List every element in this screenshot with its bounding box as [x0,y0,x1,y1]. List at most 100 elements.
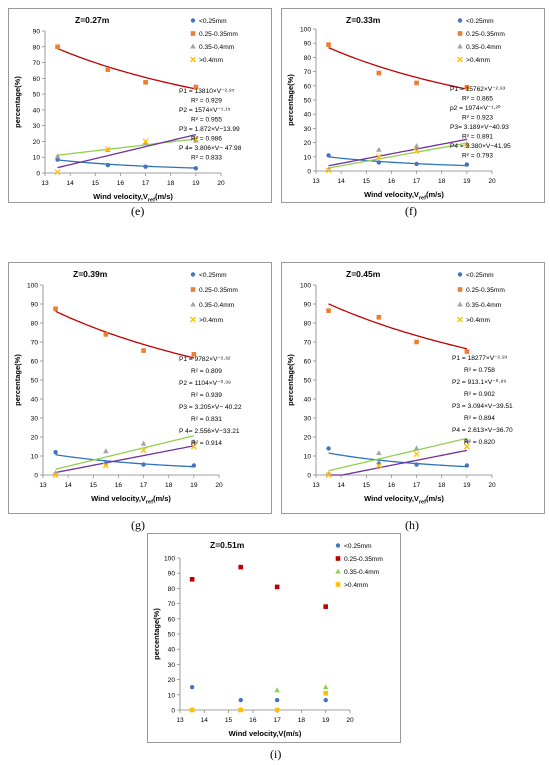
x-axis-label-unit: (m/s) [155,192,173,201]
data-point-series-2 [274,584,280,590]
y-tick-label: 80 [168,586,176,593]
fit-equation-label: R² = 0.939 [191,392,222,399]
fit-equation-label: P1 = 13810×V⁻²·⁸⁵ [179,88,235,95]
data-point-series-4 [325,167,332,174]
data-point-series-1 [326,153,331,158]
data-point-series-3 [191,438,197,444]
y-tick-label: 60 [31,359,39,366]
y-tick-label: 30 [31,416,39,423]
fit-curve-4 [57,133,197,169]
y-axis-label: percentage(%) [152,608,161,660]
y-tick-label: 80 [33,44,41,51]
data-point-series-1 [414,161,419,167]
chart-svg-f: 0 10 20 30 40 50 60 70 80 90 100 13 14 15 16 17 18 19 20 Z=… [286,15,511,202]
x-tick-label: 14 [201,717,209,724]
x-tick-label: 19 [192,180,200,187]
data-point-series-1 [55,157,60,162]
legend-marker-2 [457,31,463,36]
data-point-series-1 [105,162,111,168]
x-axis-label: Wind velocity,V(m/s) [229,729,302,738]
data-point-series-3 [54,153,61,159]
data-point-series-3 [376,450,382,456]
data-point-series-4 [274,707,280,713]
legend-marker-4 [190,316,196,323]
x-tick-label: 19 [322,717,330,724]
y-tick-label: 100 [164,556,175,563]
x-axis-label: Wind velocity,Vref(m/s) [91,494,171,506]
data-point-series-2 [143,79,148,85]
data-point-series-2 [464,84,470,90]
x-axis-label-main: Wind velocity,V [91,494,146,503]
y-tick-label: 20 [33,139,41,146]
y-tick-label: 60 [304,83,312,90]
y-tick-label: 30 [304,126,312,133]
fit-equation-label: R² = 0.809 [191,368,222,375]
x-axis-label-main: Wind velocity,V [93,192,148,201]
data-point-series-4 [323,690,329,696]
y-tick-label: 70 [304,340,312,347]
data-point-series-2 [414,80,419,86]
y-tick-label: 30 [168,662,176,669]
data-point-series-4 [104,146,111,153]
legend-marker-3 [457,301,463,307]
data-point-series-4 [463,142,470,149]
data-point-series-1 [414,462,419,467]
legend-marker-3 [190,301,196,307]
chart-title: Z=0.51m [210,540,245,550]
fit-curve-3 [55,435,195,470]
data-point-series-4 [52,472,59,478]
fit-equation-label: P3 = 3.094×V−39.51 [452,403,513,410]
legend-marker-1 [190,18,196,23]
data-point-series-2 [326,42,331,47]
y-tick-label: 0 [307,169,311,176]
chart-panel-f: 0 10 20 30 40 50 60 70 80 90 100 13 14 15 16 17 18 19 20 Z=… [281,8,545,203]
legend-marker-2 [335,556,341,561]
legend-marker-2 [457,287,463,292]
fit-equation-label: R² = 0.820 [464,439,495,446]
y-axis-label: percentage(%) [286,74,295,126]
fit-equation-label: R² = 0.891 [462,134,493,141]
fit-equation-label: p2 = 1974×V⁻¹·²⁰ [450,104,501,112]
fit-curve-2 [328,47,467,90]
y-tick-label: 50 [168,632,176,639]
x-axis-label-unit: (m/s) [153,494,171,503]
x-tick-label: 17 [142,180,150,187]
y-tick-label: 50 [31,378,39,385]
data-point-series-2 [376,70,382,76]
y-tick-label: 40 [33,107,41,114]
data-point-series-3 [142,140,149,146]
data-point-series-3 [274,687,280,693]
legend-marker-1 [457,18,463,23]
fit-equation-label: P1 = 15762×V⁻²·⁸³ [450,86,506,93]
legend-label: <0.25mm [199,18,227,25]
y-tick-label: 80 [31,321,39,328]
x-tick-label: 16 [249,717,257,724]
fit-curve-1 [57,159,196,169]
fit-equation-label: P3= 3.189×V−40.93 [450,124,509,131]
x-tick-label: 15 [363,482,371,489]
fit-equation-label: P 4= 2.556×V−33.21 [179,428,240,435]
fit-equation-label: R² = 0.923 [462,115,493,122]
y-tick-label: 10 [304,454,312,461]
data-point-series-4 [102,462,109,469]
fit-curve-2 [57,47,196,90]
legend-label: >0.4mm [199,57,224,64]
fit-equation-label: P3 = 1.872×V−13.99 [179,126,240,133]
caption-g: (g) [131,518,145,532]
legend-marker-3 [457,43,463,49]
data-point-series-2 [326,308,331,313]
data-point-series-2 [238,564,244,570]
y-tick-label: 20 [168,677,176,684]
x-axis-label: Wind velocity,Vref(m/s) [93,192,173,202]
caption-e: (e) [131,204,145,218]
legend-marker-4 [457,316,463,323]
y-tick-label: 40 [31,397,39,404]
data-point-series-4 [192,136,199,143]
x-axis-label-subscript: ref [419,196,426,202]
legend-label: >0.4mm [199,317,224,324]
data-point-series-1 [238,697,243,703]
data-point-series-4 [189,707,195,713]
x-tick-label: 20 [346,717,354,724]
data-point-series-4 [463,443,470,450]
data-point-series-1 [189,685,195,690]
